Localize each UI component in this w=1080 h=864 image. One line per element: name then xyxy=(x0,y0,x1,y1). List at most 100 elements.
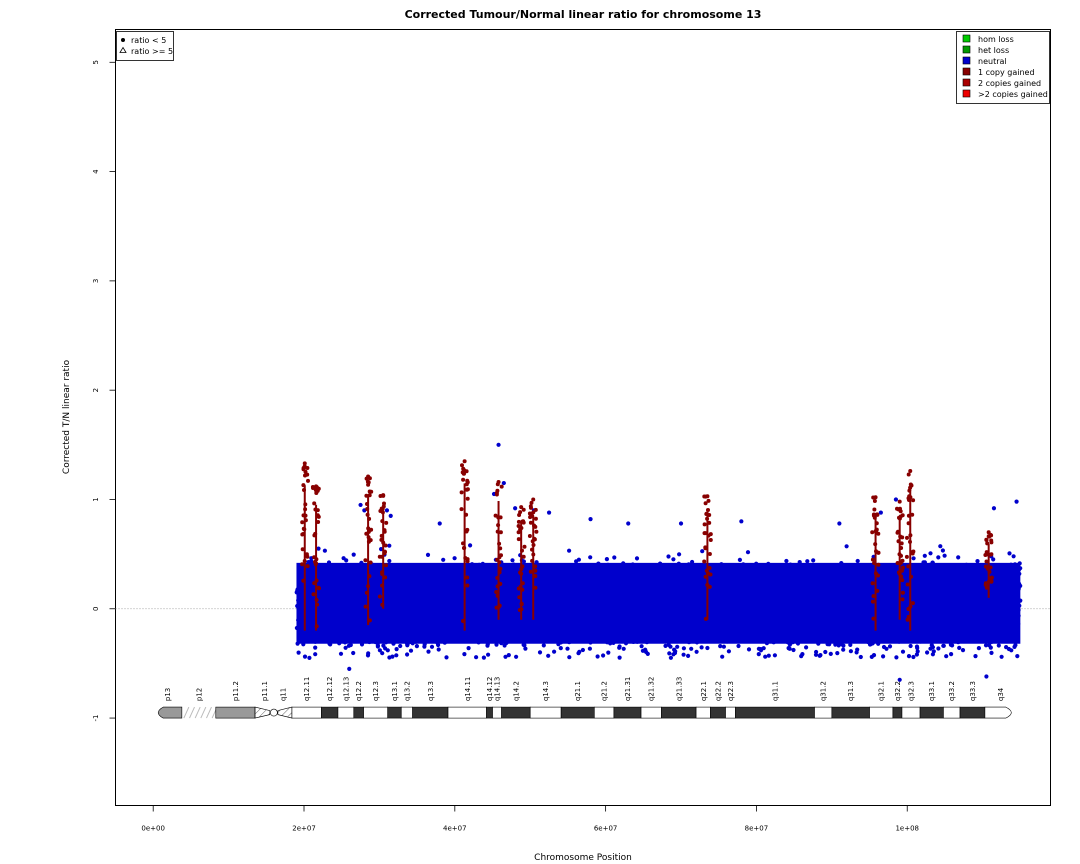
neutral-point xyxy=(911,654,916,660)
neutral-outlier-point xyxy=(984,674,989,679)
neutral-point xyxy=(672,589,677,594)
neutral-point xyxy=(673,615,679,621)
neutral-point xyxy=(1011,554,1016,559)
neutral-point xyxy=(580,573,585,579)
gain-point xyxy=(301,532,306,536)
neutral-point xyxy=(360,596,365,601)
neutral-point xyxy=(900,649,906,654)
gain-point xyxy=(708,572,713,577)
neutral-point xyxy=(766,653,771,658)
neutral-point xyxy=(569,593,574,598)
gain-point xyxy=(365,512,370,517)
neutral-point xyxy=(907,630,912,635)
neutral-point xyxy=(594,637,599,642)
gain-point xyxy=(910,512,915,517)
neutral-point xyxy=(504,581,509,586)
neutral-point xyxy=(469,592,475,598)
neutral-point xyxy=(607,579,613,584)
shape-legend-label-triangle: ratio >= 5 xyxy=(131,47,173,56)
neutral-point xyxy=(691,613,696,618)
neutral-point xyxy=(803,637,809,642)
neutral-point xyxy=(776,614,781,619)
neutral-point xyxy=(669,636,674,641)
neutral-point xyxy=(405,640,410,645)
neutral-point xyxy=(868,642,873,647)
neutral-point xyxy=(787,578,792,583)
neutral-point xyxy=(947,618,953,623)
neutral-point xyxy=(997,623,1002,628)
gain-point xyxy=(311,592,316,597)
x-tick-label: 0e+00 xyxy=(141,825,165,833)
gain-point xyxy=(383,575,388,580)
neutral-point xyxy=(804,645,809,650)
neutral-point xyxy=(521,626,526,631)
neutral-point xyxy=(771,629,776,634)
neutral-point xyxy=(811,628,816,633)
neutral-point xyxy=(928,646,933,651)
neutral-point xyxy=(688,582,693,587)
neutral-point xyxy=(714,617,719,622)
neutral-point xyxy=(471,607,476,613)
legend-swatch xyxy=(962,45,971,54)
neutral-point xyxy=(647,585,652,591)
neutral-point xyxy=(1005,620,1010,626)
neutral-point xyxy=(844,593,849,598)
neutral-point xyxy=(816,641,821,646)
neutral-point xyxy=(976,620,982,625)
neutral-point xyxy=(350,597,355,602)
neutral-point xyxy=(614,593,620,598)
neutral-point xyxy=(841,647,846,652)
neutral-point xyxy=(413,590,418,596)
neutral-point xyxy=(815,572,820,578)
gain-point xyxy=(464,469,469,474)
gain-point xyxy=(533,574,538,579)
neutral-point xyxy=(356,601,361,606)
neutral-point xyxy=(429,578,434,583)
neutral-point xyxy=(379,547,384,552)
neutral-point xyxy=(383,646,388,651)
band-q32-3 xyxy=(901,706,921,719)
neutral-point xyxy=(729,627,734,632)
band-p11-1 xyxy=(254,706,271,719)
neutral-point xyxy=(601,591,607,597)
neutral-point xyxy=(889,607,895,613)
gain-point xyxy=(315,488,320,493)
neutral-point xyxy=(922,593,927,599)
neutral-point xyxy=(489,582,494,587)
neutral-point xyxy=(519,632,524,637)
neutral-point xyxy=(668,627,673,633)
neutral-point xyxy=(721,583,727,588)
neutral-point xyxy=(741,562,746,567)
x-tick-label: 4e+07 xyxy=(443,825,467,833)
gain-point xyxy=(517,608,522,612)
band-q13-3 xyxy=(412,706,449,719)
neutral-point xyxy=(875,628,880,633)
neutral-point xyxy=(448,601,453,606)
gain-point xyxy=(876,573,880,578)
neutral-point xyxy=(610,613,615,618)
neutral-point xyxy=(551,585,557,591)
neutral-point xyxy=(576,616,582,621)
gain-point xyxy=(306,478,310,483)
neutral-point xyxy=(639,596,644,601)
neutral-point xyxy=(956,640,961,645)
neutral-point xyxy=(540,605,546,610)
neutral-point xyxy=(743,618,748,623)
neutral-point xyxy=(470,597,475,602)
neutral-point xyxy=(817,632,822,638)
neutral-point xyxy=(721,605,726,610)
neutral-point xyxy=(1012,590,1017,595)
neutral-point xyxy=(392,602,397,607)
neutral-point xyxy=(621,561,626,566)
neutral-point xyxy=(322,548,327,553)
neutral-point xyxy=(413,576,418,581)
neutral-point xyxy=(994,590,1000,595)
neutral-point xyxy=(441,577,446,583)
neutral-point xyxy=(449,587,454,592)
neutral-point xyxy=(566,606,571,611)
neutral-point xyxy=(834,628,839,633)
gain-point xyxy=(908,604,913,609)
neutral-point xyxy=(881,592,886,597)
neutral-point xyxy=(620,605,625,610)
gain-point xyxy=(870,530,875,535)
